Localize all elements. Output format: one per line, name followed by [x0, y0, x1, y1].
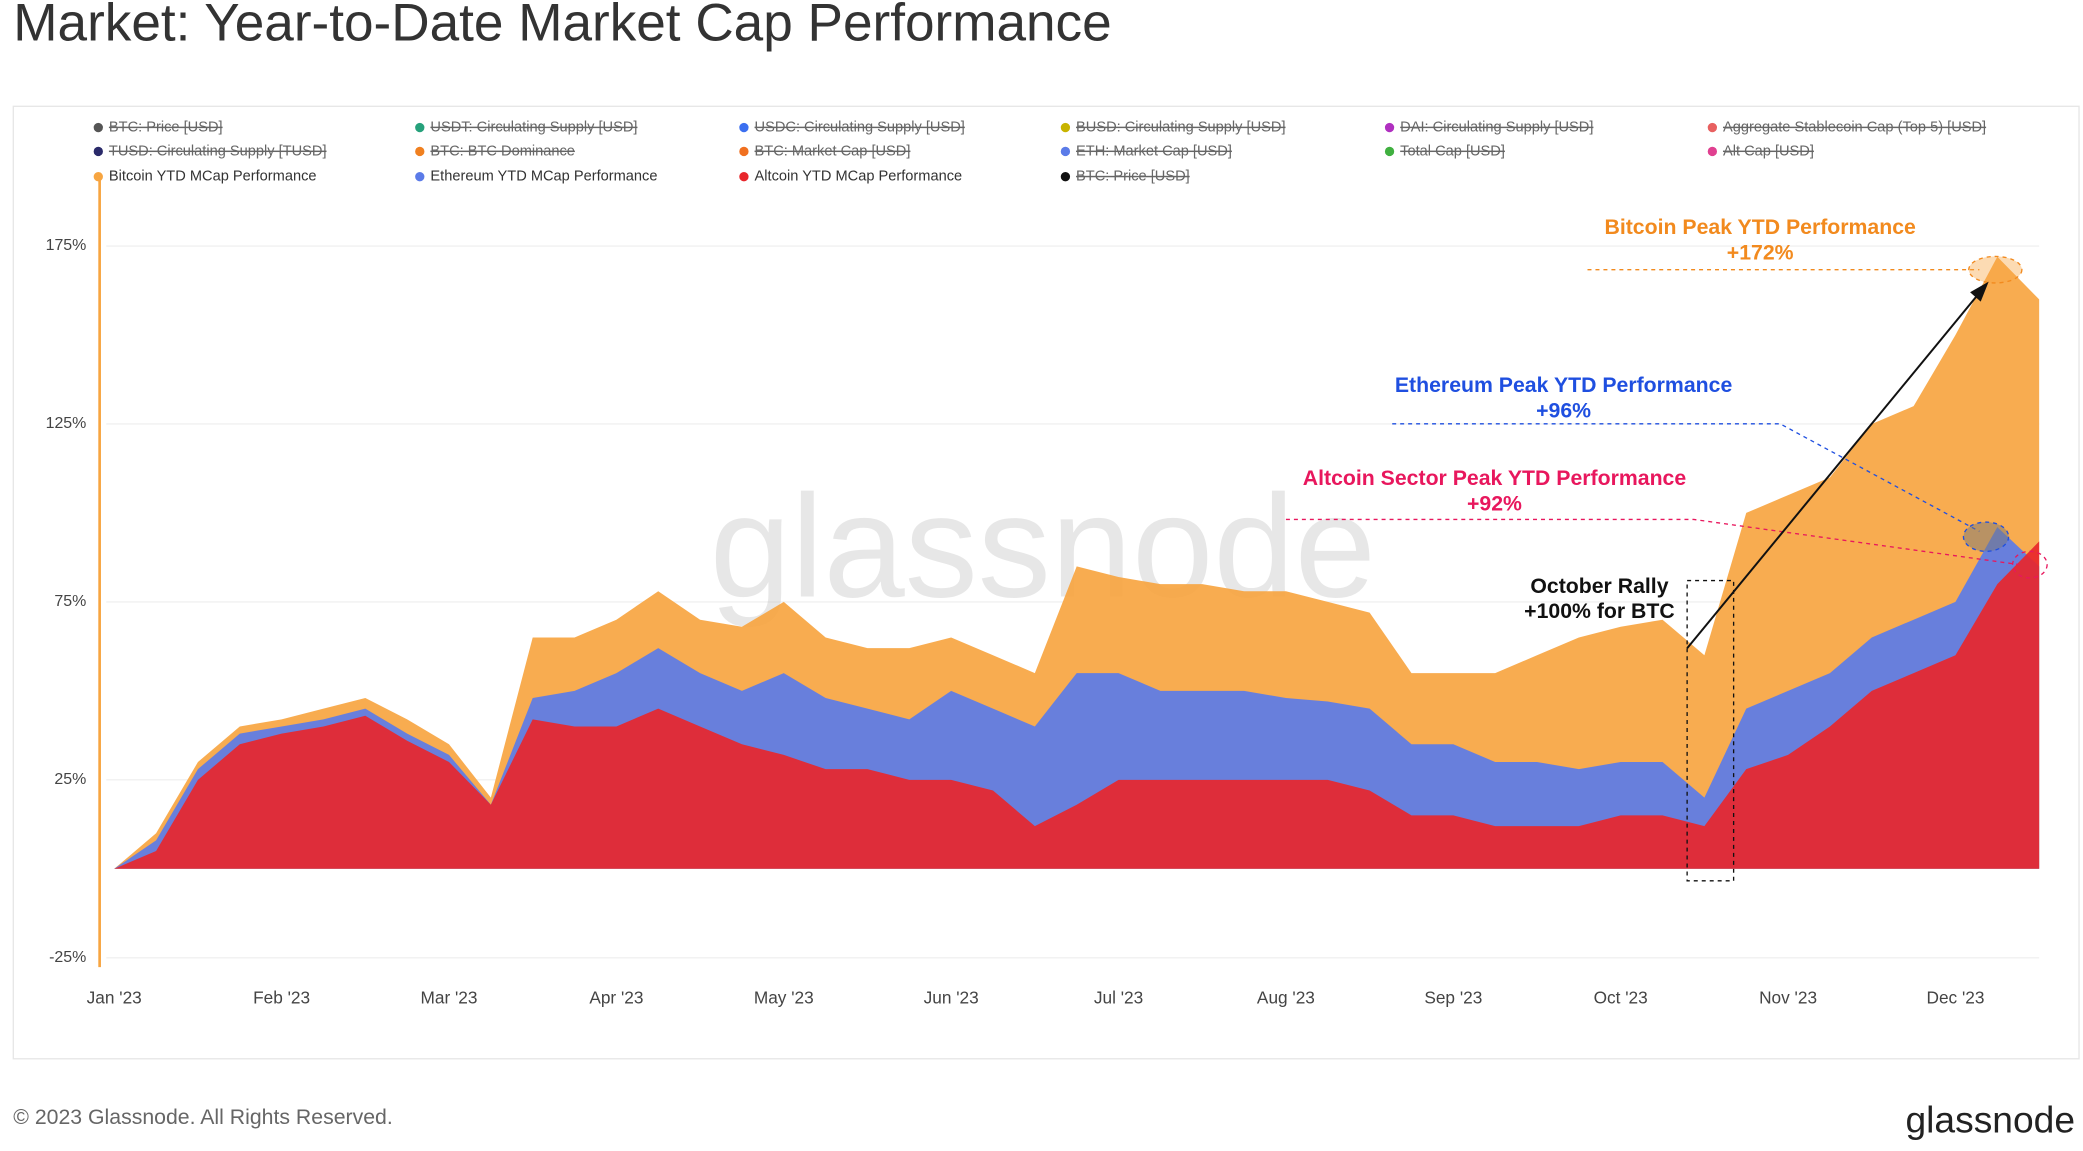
- legend-marker: [1060, 172, 1071, 182]
- legend-marker: [415, 172, 425, 182]
- annotation: Altcoin Sector Peak YTD Performance: [1303, 466, 1687, 490]
- legend-label: Bitcoin YTD MCap Performance: [109, 169, 317, 185]
- annotation: +96%: [1536, 398, 1591, 422]
- annotation-line: [1392, 423, 1980, 532]
- annotation-ellipse: [1968, 255, 2023, 284]
- legend-marker: [415, 146, 425, 157]
- y-tick-label: 175%: [46, 237, 87, 254]
- legend-label: Total Cap [USD]: [1400, 143, 1505, 159]
- page-title: Market: Year-to-Date Market Cap Performa…: [13, 0, 1111, 53]
- x-tick-label: Mar '23: [421, 988, 478, 1008]
- annotation: +172%: [1727, 240, 1794, 264]
- x-tick-label: Jun '23: [924, 988, 979, 1008]
- x-tick-label: May '23: [754, 988, 814, 1008]
- legend-label: BUSD: Circulating Supply [USD]: [1076, 119, 1285, 135]
- x-tick-label: Apr '23: [589, 988, 643, 1008]
- x-tick-label: Oct '23: [1594, 988, 1648, 1008]
- legend-label: BTC: Price [USD]: [1076, 169, 1190, 185]
- arrow-head: [1970, 281, 1989, 302]
- y-tick-label: -25%: [49, 949, 86, 966]
- legend-label: DAI: Circulating Supply [USD]: [1400, 119, 1593, 135]
- legend-label: Aggregate Stablecoin Cap (Top 5) [USD]: [1723, 119, 1986, 135]
- annotation: +92%: [1467, 491, 1522, 515]
- legend-label: Altcoin YTD MCap Performance: [755, 169, 963, 185]
- annotation-shapes: [1285, 255, 2048, 882]
- legend-marker: [93, 172, 103, 182]
- x-tick-label: Sep '23: [1424, 988, 1482, 1008]
- plot: [114, 256, 2040, 869]
- legend-label: USDT: Circulating Supply [USD]: [430, 119, 637, 135]
- legend-label: TUSD: Circulating Supply [TUSD]: [109, 143, 327, 159]
- annotation: Ethereum Peak YTD Performance: [1395, 373, 1733, 397]
- legend-marker: [1384, 122, 1395, 133]
- x-tick-label: Jan '23: [87, 988, 142, 1008]
- legend-marker: [1707, 122, 1718, 133]
- annotation-arrow: [1686, 288, 1983, 649]
- legend-marker: [1707, 146, 1718, 157]
- copyright: © 2023 Glassnode. All Rights Reserved.: [13, 1105, 392, 1129]
- legend-marker: [93, 122, 103, 133]
- legend-label: ETH: Market Cap [USD]: [1076, 143, 1232, 159]
- annotation-line: [1285, 518, 2020, 566]
- legend-marker: [739, 146, 749, 157]
- legend-label: BTC: Market Cap [USD]: [755, 143, 911, 159]
- annotation-box: [1686, 579, 1735, 882]
- legend-label: BTC: Price [USD]: [109, 119, 223, 135]
- annotation-ellipse: [2011, 550, 2048, 579]
- annotation: October Rally: [1530, 574, 1668, 598]
- legend-marker: [1384, 146, 1395, 157]
- legend-marker: [739, 122, 749, 133]
- y-tick-label: 125%: [46, 415, 87, 432]
- series-area: [114, 541, 2040, 869]
- legend-label: Ethereum YTD MCap Performance: [430, 169, 657, 185]
- x-tick-label: Aug '23: [1257, 988, 1315, 1008]
- x-tick-label: Feb '23: [253, 988, 310, 1008]
- legend-marker: [1060, 122, 1071, 133]
- legend-marker: [739, 172, 749, 182]
- x-tick-label: Nov '23: [1759, 988, 1817, 1008]
- legend-marker: [1060, 146, 1071, 157]
- grid: -25% 25% 75% 125% 175% Jan '23 Feb '23 Mar '23 A…: [46, 237, 2040, 1008]
- annotation-ellipse: [1962, 521, 2010, 552]
- annotation: +100% for BTC: [1524, 599, 1675, 623]
- legend-marker: [415, 122, 425, 133]
- legend: BTC: Price [USD] USDT: Circulating Supply…: [93, 119, 1986, 185]
- logo: glassnode: [1905, 1098, 2075, 1140]
- annotation: Bitcoin Peak YTD Performance: [1604, 215, 1916, 239]
- legend-marker: [93, 146, 103, 157]
- y-tick-label: 75%: [54, 593, 86, 610]
- legend-label: Alt Cap [USD]: [1723, 143, 1814, 159]
- x-tick-label: Dec '23: [1926, 988, 1984, 1008]
- x-tick-label: Jul '23: [1094, 988, 1143, 1008]
- y-tick-label: 25%: [54, 771, 86, 788]
- legend-label: USDC: Circulating Supply [USD]: [755, 119, 965, 135]
- legend-label: BTC: BTC Dominance: [430, 143, 575, 159]
